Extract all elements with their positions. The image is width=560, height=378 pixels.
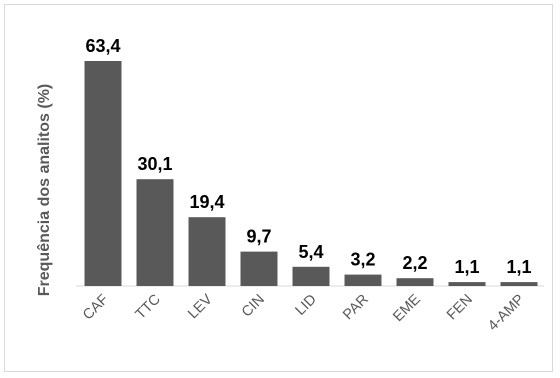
bars-group (84, 61, 538, 286)
bar-4-amp (500, 282, 538, 286)
x-tick-label-caf: CAF (80, 291, 112, 323)
x-tick-label-cin: CIN (239, 292, 268, 321)
x-tick-label-fen: FEN (444, 292, 476, 324)
x-tick-label-4-amp: 4-AMP (485, 292, 528, 335)
data-label-fen: 1,1 (454, 257, 479, 277)
y-axis-label: Frequência dos analitos (%) (36, 84, 53, 296)
bar-cin (240, 251, 278, 286)
x-tick-label-par: PAR (340, 292, 372, 324)
bar-fen (448, 282, 486, 286)
x-tick-labels-group: CAF TTC LEV CIN LID PAR EME FEN 4-AMP (80, 291, 528, 334)
x-tick-label-lid: LID (293, 292, 320, 319)
bar-eme (396, 278, 434, 286)
bar-lev (188, 217, 226, 286)
x-tick-label-ttc: TTC (133, 292, 164, 323)
data-labels-group: 63,4 30,1 19,4 9,7 5,4 3,2 2,2 1,1 1,1 (85, 36, 531, 277)
data-label-cin: 9,7 (246, 227, 271, 247)
data-label-4-amp: 1,1 (506, 257, 531, 277)
x-tick-label-eme: EME (390, 291, 424, 325)
data-label-eme: 2,2 (402, 253, 427, 273)
data-label-par: 3,2 (350, 250, 375, 270)
data-label-lev: 19,4 (189, 192, 224, 212)
bar-par (344, 274, 382, 286)
bar-ttc (136, 179, 174, 286)
data-label-lid: 5,4 (298, 242, 323, 262)
bar-caf (84, 61, 122, 286)
x-tick-label-lev: LEV (185, 291, 216, 322)
bar-lid (292, 266, 330, 286)
data-label-ttc: 30,1 (137, 154, 172, 174)
data-label-caf: 63,4 (85, 36, 120, 56)
